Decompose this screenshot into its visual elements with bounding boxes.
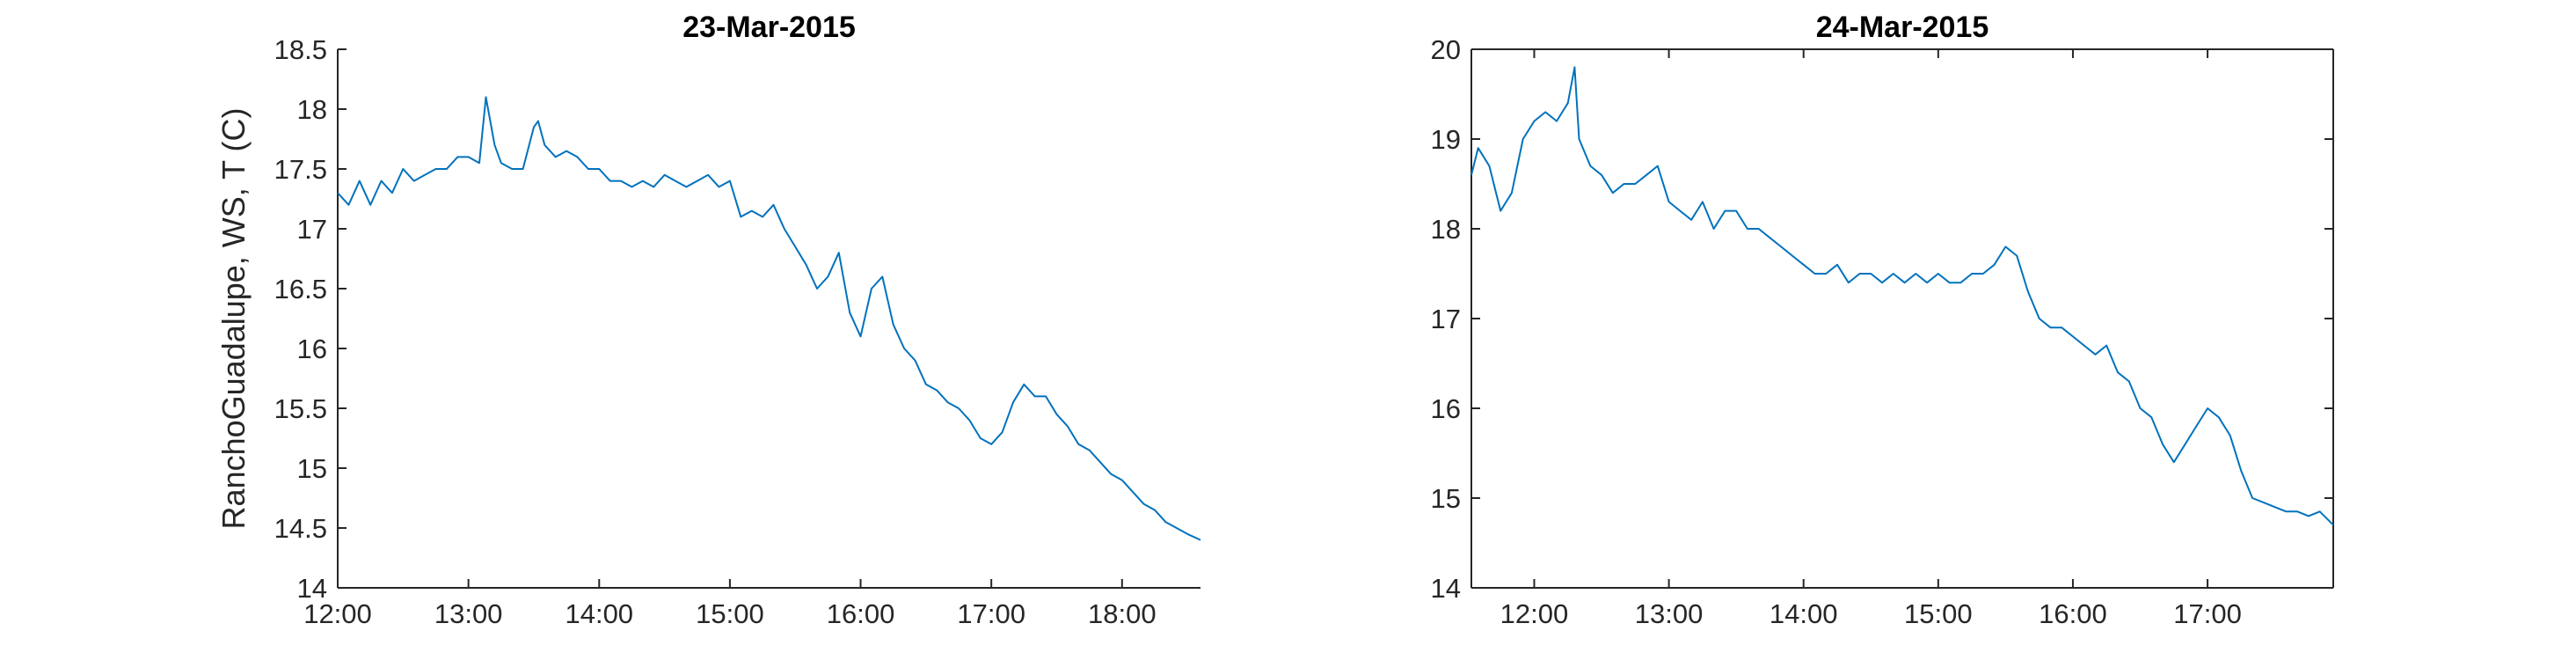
y-tick-label: 19 — [1431, 124, 1461, 155]
y-tick-label: 16 — [297, 334, 327, 364]
x-tick-label: 18:00 — [1088, 598, 1157, 629]
x-tick-label: 13:00 — [1635, 598, 1704, 629]
x-tick-label: 17:00 — [2173, 598, 2242, 629]
y-tick-label: 14.5 — [274, 513, 327, 544]
y-tick-label: 17 — [297, 214, 327, 245]
y-tick-label: 14 — [297, 573, 327, 604]
y-tick-label: 16.5 — [274, 274, 327, 304]
y-tick-label: 16 — [1431, 393, 1461, 424]
chart-24-mar-2015: 24-Mar-2015 14 15 16 17 18 19 20 12:00 13:00 14:0… — [1431, 11, 2334, 629]
x-tick-label: 13:00 — [434, 598, 503, 629]
x-tick-label: 14:00 — [565, 598, 633, 629]
x-tick-label: 15:00 — [696, 598, 764, 629]
y-tick-label: 15 — [297, 453, 327, 484]
temperature-line — [337, 96, 1201, 541]
x-tick-label: 14:00 — [1770, 598, 1838, 629]
temperature-line — [1470, 66, 2334, 526]
chart-title: 23-Mar-2015 — [682, 11, 856, 44]
x-tick-label: 15:00 — [1904, 598, 1973, 629]
y-tick-label: 18 — [297, 94, 327, 125]
y-tick-label: 17.5 — [274, 154, 327, 185]
x-tick-label: 12:00 — [1500, 598, 1569, 629]
y-tick-label: 14 — [1431, 573, 1461, 604]
chart-23-mar-2015: 23-Mar-2015 RanchoGuadalupe, WS, T (C) 1… — [215, 11, 1201, 629]
x-tick-label: 12:00 — [303, 598, 372, 629]
x-tick-label: 16:00 — [2039, 598, 2107, 629]
chart-title: 24-Mar-2015 — [1816, 11, 1989, 44]
x-tick-label: 16:00 — [827, 598, 895, 629]
y-tick-label: 17 — [1431, 304, 1461, 334]
y-tick-label: 20 — [1431, 34, 1461, 65]
x-tick-label: 17:00 — [957, 598, 1025, 629]
y-axis-label: RanchoGuadalupe, WS, T (C) — [215, 108, 252, 530]
y-tick-label: 18 — [1431, 214, 1461, 245]
y-tick-label: 15 — [1431, 483, 1461, 514]
y-tick-label: 15.5 — [274, 393, 327, 424]
y-tick-label: 18.5 — [274, 34, 327, 65]
